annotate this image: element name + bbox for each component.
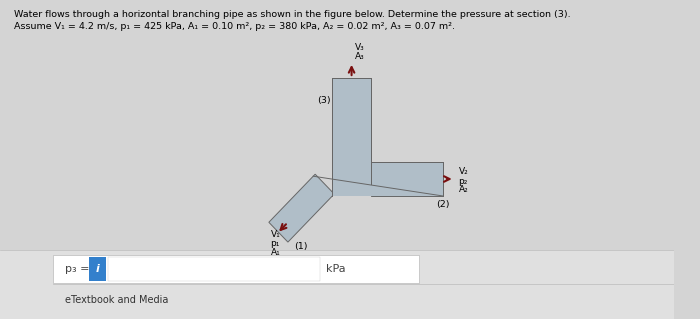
Text: eTextbook and Media: eTextbook and Media: [64, 295, 168, 305]
Text: Assume V₁ = 4.2 m/s, p₁ = 425 kPa, A₁ = 0.10 m², p₂ = 380 kPa, A₂ = 0.02 m², A₃ : Assume V₁ = 4.2 m/s, p₁ = 425 kPa, A₁ = …: [15, 22, 456, 31]
Bar: [108, 257, 320, 281]
Bar: [0, 250, 674, 319]
Text: (3): (3): [317, 95, 330, 105]
Text: A₁: A₁: [271, 248, 280, 257]
Text: A₂: A₂: [458, 186, 468, 195]
Text: (1): (1): [294, 242, 307, 251]
Bar: [89, 257, 106, 281]
Text: V₃: V₃: [354, 43, 364, 52]
Bar: [332, 185, 443, 196]
Text: i: i: [95, 264, 99, 274]
Bar: [332, 78, 371, 185]
Text: (2): (2): [436, 200, 450, 209]
Polygon shape: [269, 174, 334, 242]
Text: Water flows through a horizontal branching pipe as shown in the figure below. De: Water flows through a horizontal branchi…: [15, 10, 571, 19]
Text: p₁: p₁: [271, 239, 280, 248]
Text: V₁: V₁: [271, 230, 280, 239]
Bar: [53, 255, 419, 283]
Bar: [371, 162, 443, 196]
Text: p₂: p₂: [458, 176, 468, 186]
Text: A₃: A₃: [354, 52, 364, 61]
Text: kPa: kPa: [326, 264, 345, 274]
Text: V₂: V₂: [458, 167, 468, 176]
Text: p₃ =: p₃ =: [64, 264, 89, 274]
